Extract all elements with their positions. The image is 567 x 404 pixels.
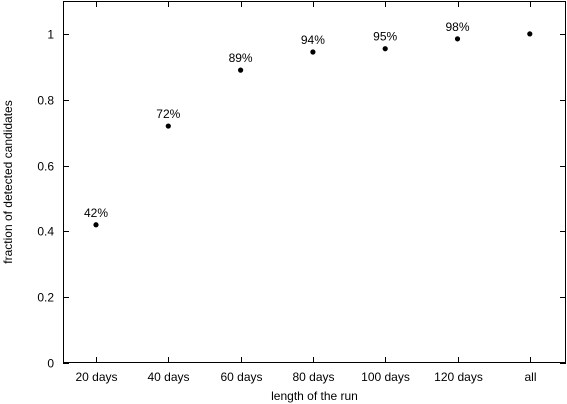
- y-tick-label: 0.4: [37, 225, 54, 239]
- data-point: [527, 31, 533, 37]
- data-label: 42%: [84, 206, 108, 220]
- x-tick-label: 100 days: [361, 370, 410, 384]
- x-tick-label: 80 days: [292, 370, 334, 384]
- x-tick-label: all: [524, 370, 536, 384]
- y-tick-label: 0.8: [37, 94, 54, 108]
- x-axis-title: length of the run: [271, 389, 358, 403]
- y-tick-label: 0.2: [37, 291, 54, 305]
- y-tick-label: 1: [47, 28, 54, 42]
- data-point: [454, 36, 461, 42]
- x-tick-label: 40 days: [147, 370, 189, 384]
- axes: [63, 1, 566, 363]
- x-tick-label: 120 days: [434, 370, 483, 384]
- plot-frame: [63, 1, 566, 363]
- y-tick-label: 0: [47, 357, 54, 371]
- data-point: [165, 123, 171, 129]
- data-points: [93, 31, 533, 228]
- data-point: [310, 49, 316, 55]
- data-label: 72%: [156, 107, 180, 121]
- data-label: 94%: [301, 33, 325, 47]
- x-tick-label: 20 days: [75, 370, 117, 384]
- data-label: 89%: [229, 51, 253, 65]
- data-labels: 42% 72% 89% 94% 95% 98%: [84, 20, 470, 220]
- data-point: [382, 46, 388, 52]
- x-tick-label: 60 days: [220, 370, 262, 384]
- data-label: 98%: [445, 20, 469, 34]
- y-axis-title: fraction of detected candidates: [1, 100, 15, 263]
- data-point: [93, 222, 99, 228]
- data-point: [238, 67, 244, 73]
- y-tick-label: 0.6: [37, 160, 54, 174]
- data-label: 95%: [373, 30, 397, 44]
